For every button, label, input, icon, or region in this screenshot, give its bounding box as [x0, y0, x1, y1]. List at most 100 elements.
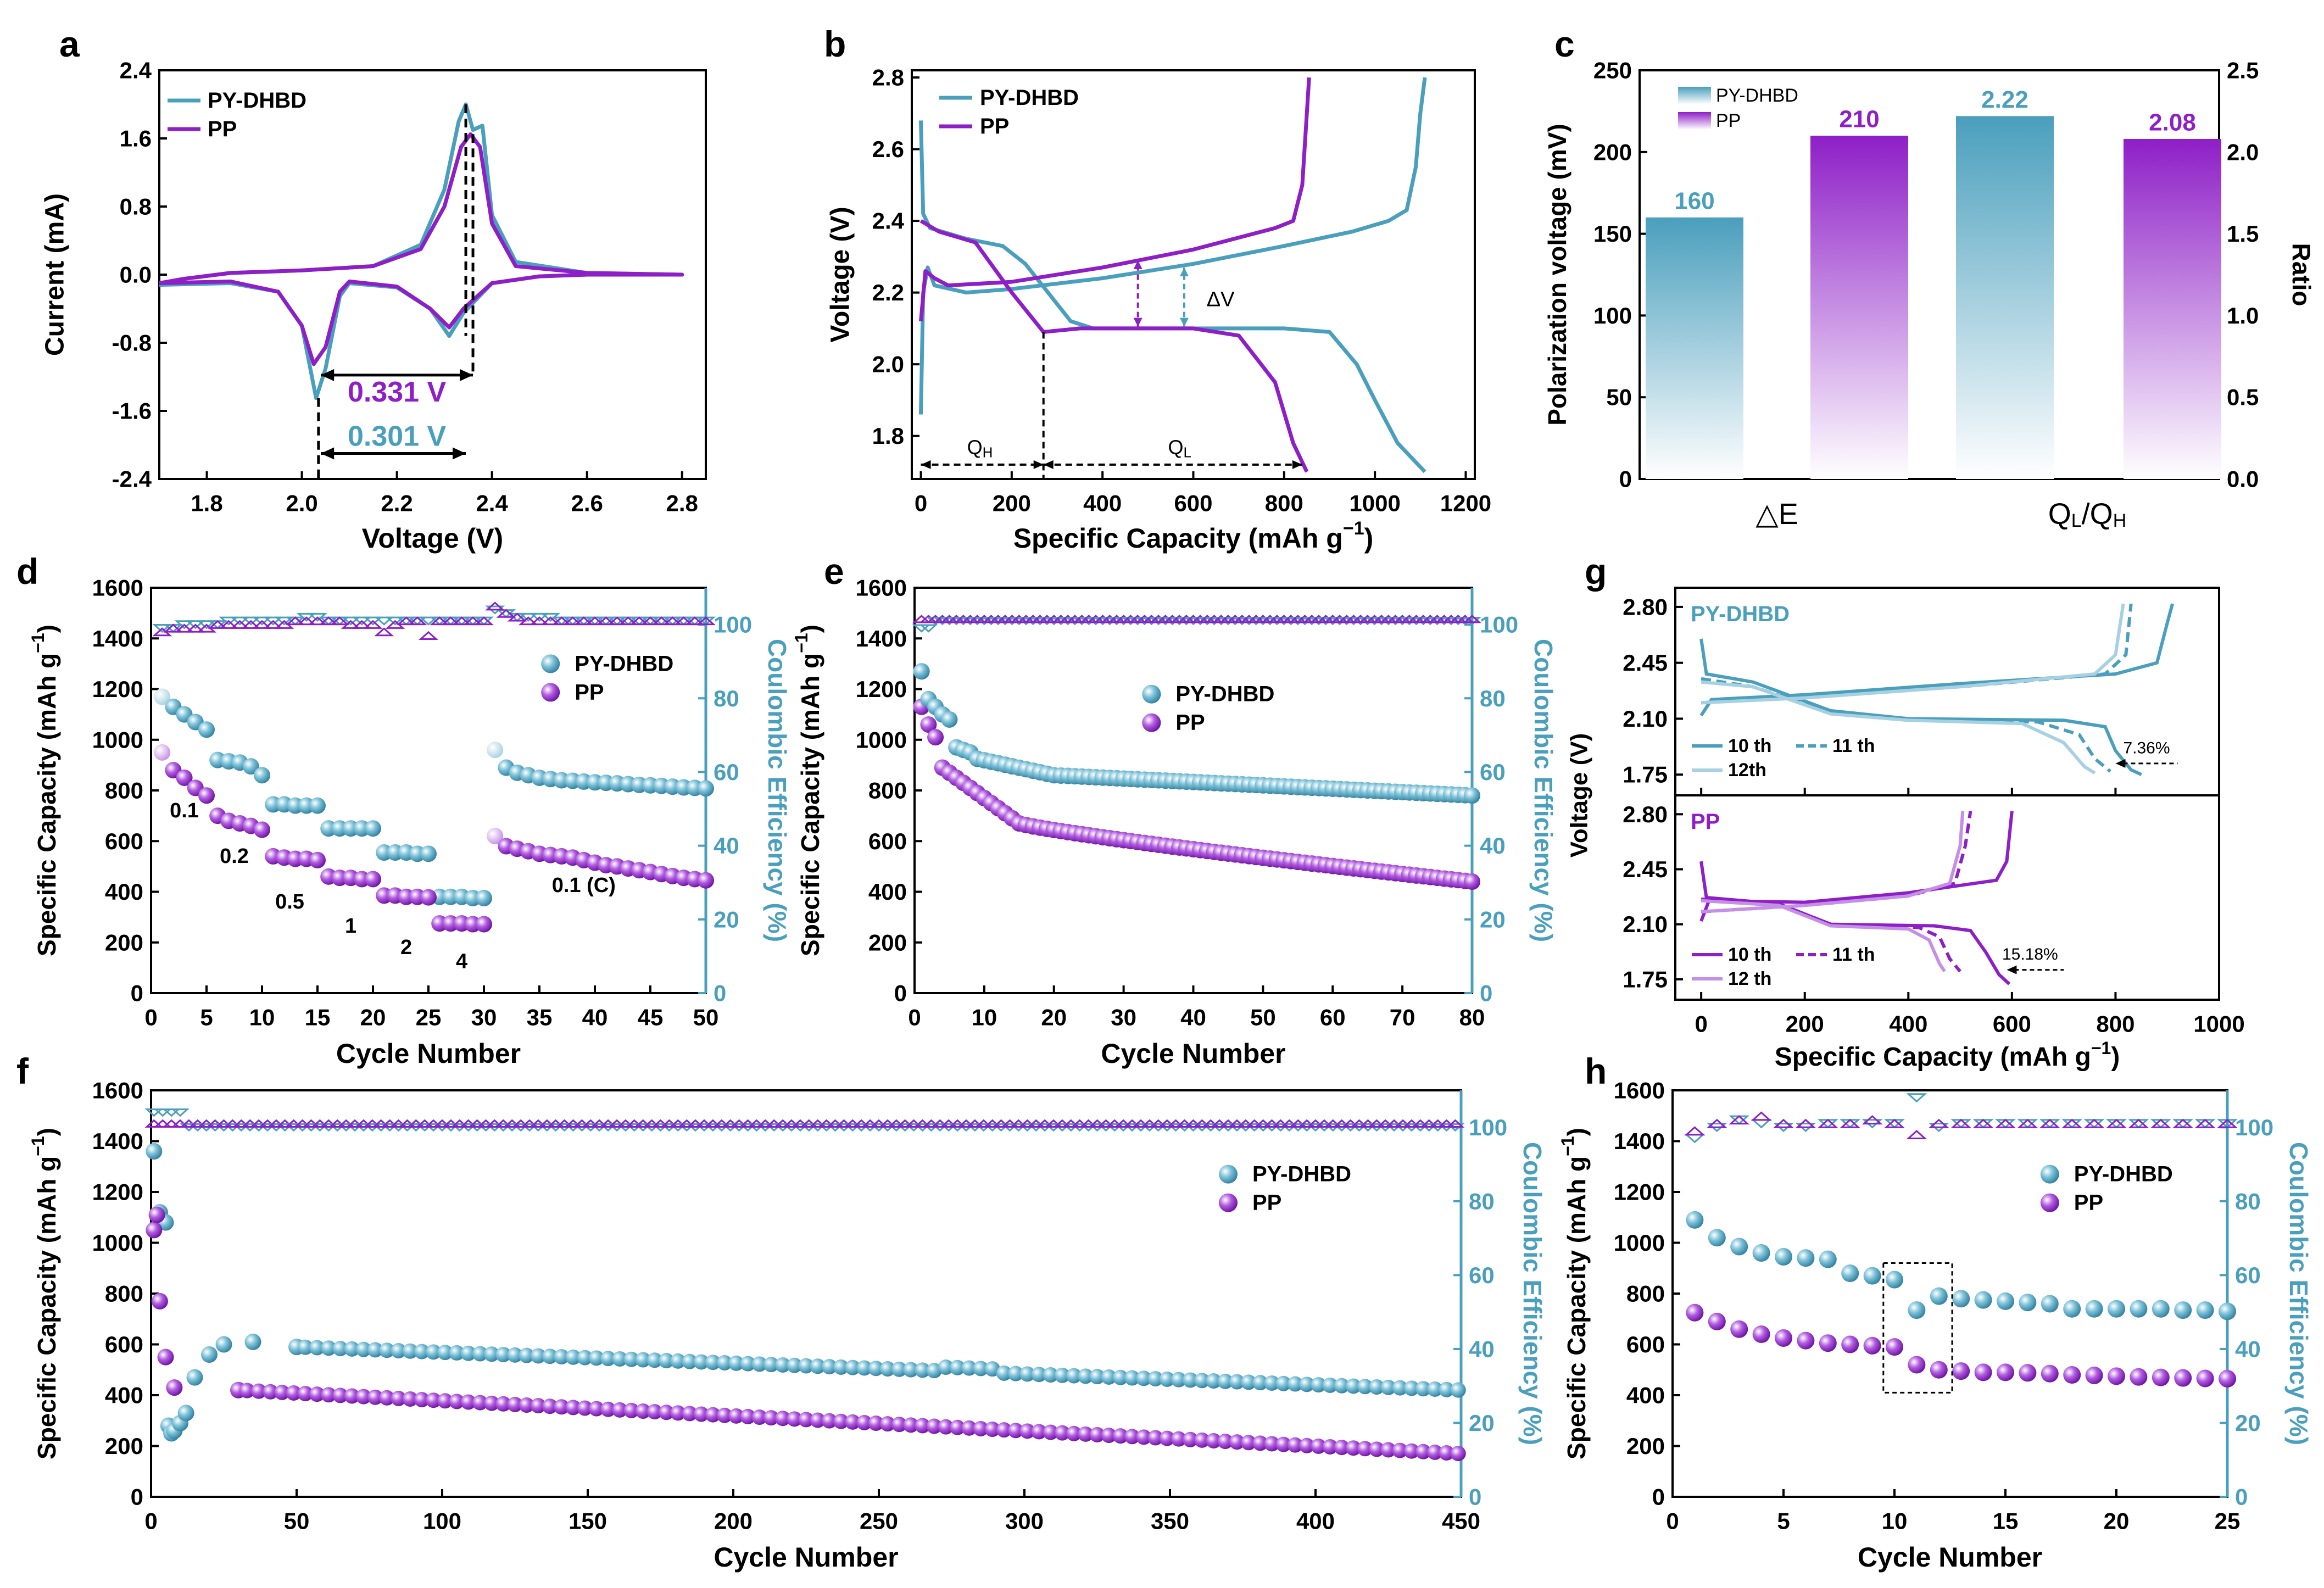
bar-value-label: 160	[1674, 187, 1714, 214]
arrow-head	[1033, 460, 1044, 469]
ce-marker-py	[153, 1108, 172, 1117]
capacity-marker-pp	[2063, 1366, 2081, 1384]
panel-letter-b: b	[824, 24, 846, 64]
y-tick-label: 2.2	[872, 280, 904, 305]
x-tick-label: 10	[249, 1005, 275, 1030]
capacity-marker-py	[332, 1341, 348, 1357]
ce-marker-pp	[1817, 1118, 1838, 1128]
rate-label: 0.2	[220, 845, 249, 868]
capacity-marker-pp	[1686, 1303, 1704, 1322]
y-axis-label-part: )	[796, 625, 824, 633]
capacity-marker-pp	[1797, 1331, 1815, 1350]
y-tick-label: 400	[868, 879, 907, 905]
capacity-marker-pp	[1078, 1426, 1094, 1442]
y-tick-label: 1400	[92, 1128, 143, 1154]
arrow-head	[1133, 317, 1143, 327]
x-tick-label: 150	[569, 1508, 607, 1534]
capacity-marker-py	[775, 1357, 791, 1373]
ce-marker-py	[1463, 617, 1481, 626]
x-tick-label: 10	[972, 1005, 997, 1030]
rate-label: 0.5	[275, 890, 304, 913]
capacity-marker-py	[2041, 1295, 2059, 1313]
ce-marker-pp	[696, 616, 716, 626]
capacity-marker-py	[254, 767, 270, 784]
capacity-marker-pp	[2108, 1367, 2125, 1385]
ce-marker-pp	[1684, 1126, 1706, 1136]
y2-tick-label: 80	[1480, 686, 1506, 711]
y-tick-label: 1400	[92, 626, 143, 651]
capacity-marker-pp	[623, 1402, 639, 1418]
x-tick-label: 60	[1320, 1005, 1346, 1030]
capacity-marker-pp	[868, 1416, 884, 1431]
capacity-marker-py	[740, 1356, 756, 1372]
capacity-marker-py	[1357, 1379, 1373, 1395]
capacity-marker-py	[693, 1354, 709, 1370]
y-tick-label: 0	[1652, 1484, 1665, 1510]
ce-marker-pp	[1840, 1118, 1861, 1128]
x-tick-label: 2.8	[666, 491, 698, 516]
legend-label: PP	[1716, 110, 1741, 131]
capacity-marker-py	[635, 1352, 651, 1368]
capacity-marker-py	[1930, 1287, 1948, 1305]
capacity-marker-pp	[612, 1402, 628, 1418]
capacity-marker-pp	[367, 1389, 383, 1405]
ce-marker-py	[518, 612, 538, 622]
capacity-marker-pp	[1819, 1334, 1837, 1352]
legend-label: 10 th	[1728, 944, 1771, 965]
capacity-marker-py	[154, 688, 171, 705]
capacity-marker-py	[1054, 1367, 1070, 1383]
capacity-marker-py	[1863, 1267, 1881, 1285]
y-axis-label-part: Specific Capacity (mAh g	[32, 653, 61, 956]
legend-label: PY-DHBD	[980, 86, 1079, 110]
y2-tick-label: 60	[1469, 1262, 1495, 1288]
capacity-marker-py	[437, 1345, 453, 1361]
capacity-marker-pp	[1752, 1325, 1770, 1343]
capacity-marker-pp	[891, 1417, 907, 1433]
capacity-marker-pp	[487, 828, 504, 845]
arrow-head	[453, 447, 466, 460]
capacity-marker-py	[367, 1342, 383, 1358]
capacity-marker-py	[472, 1346, 488, 1362]
y-tick-label: 600	[105, 1331, 143, 1357]
capacity-marker-pp	[1403, 1443, 1419, 1459]
ce-marker-pp	[419, 631, 438, 640]
capacity-marker-pp	[565, 1400, 581, 1416]
delta-v-label: ΔV	[1207, 288, 1235, 311]
ce-marker-pp	[2083, 1118, 2105, 1128]
ce-marker-pp	[252, 620, 272, 629]
capacity-marker-pp	[705, 1407, 721, 1423]
capacity-marker-py	[426, 1344, 442, 1360]
capacity-marker-py	[1752, 1244, 1770, 1262]
capacity-marker-py	[1439, 1381, 1454, 1397]
y-axis-label-part: −1	[1558, 1136, 1578, 1156]
y-axis-label: Current (mA)	[41, 193, 70, 356]
ce-marker-py	[352, 616, 372, 626]
ce-marker-pp	[662, 616, 683, 626]
capacity-marker-py	[177, 1405, 194, 1422]
capacity-marker-pp	[1952, 1362, 1970, 1380]
capacity-marker-py	[565, 1349, 581, 1365]
capacity-marker-pp	[344, 1388, 360, 1404]
ce-marker-pp	[651, 616, 672, 626]
y2-tick-label: 20	[714, 906, 739, 932]
capacity-marker-py	[670, 1353, 686, 1369]
capacity-marker-py	[612, 1351, 628, 1367]
y-tick-label: 1000	[1614, 1230, 1665, 1256]
y-tick-label: 1600	[92, 575, 143, 601]
y-axis-label: Voltage (V)	[1566, 733, 1593, 858]
y2-tick-label: 20	[2235, 1410, 2261, 1436]
capacity-marker-pp	[176, 769, 193, 786]
y-tick-label: 2.8	[872, 65, 904, 91]
ce-marker-py	[2194, 1119, 2216, 1129]
y-tick-label: 600	[105, 828, 143, 854]
capacity-marker-pp	[670, 1405, 686, 1421]
capacity-marker-py	[1311, 1377, 1327, 1393]
capacity-marker-py	[1206, 1373, 1222, 1389]
ce-marker-pp	[1950, 1118, 1972, 1128]
capacity-marker-py	[2196, 1301, 2214, 1319]
capacity-marker-py	[1819, 1250, 1837, 1268]
x-tick-label: 20	[360, 1005, 386, 1030]
x-tick-label: 30	[471, 1005, 497, 1030]
y2-tick-label: 80	[2235, 1188, 2261, 1214]
x-category-part: L	[2071, 510, 2082, 531]
